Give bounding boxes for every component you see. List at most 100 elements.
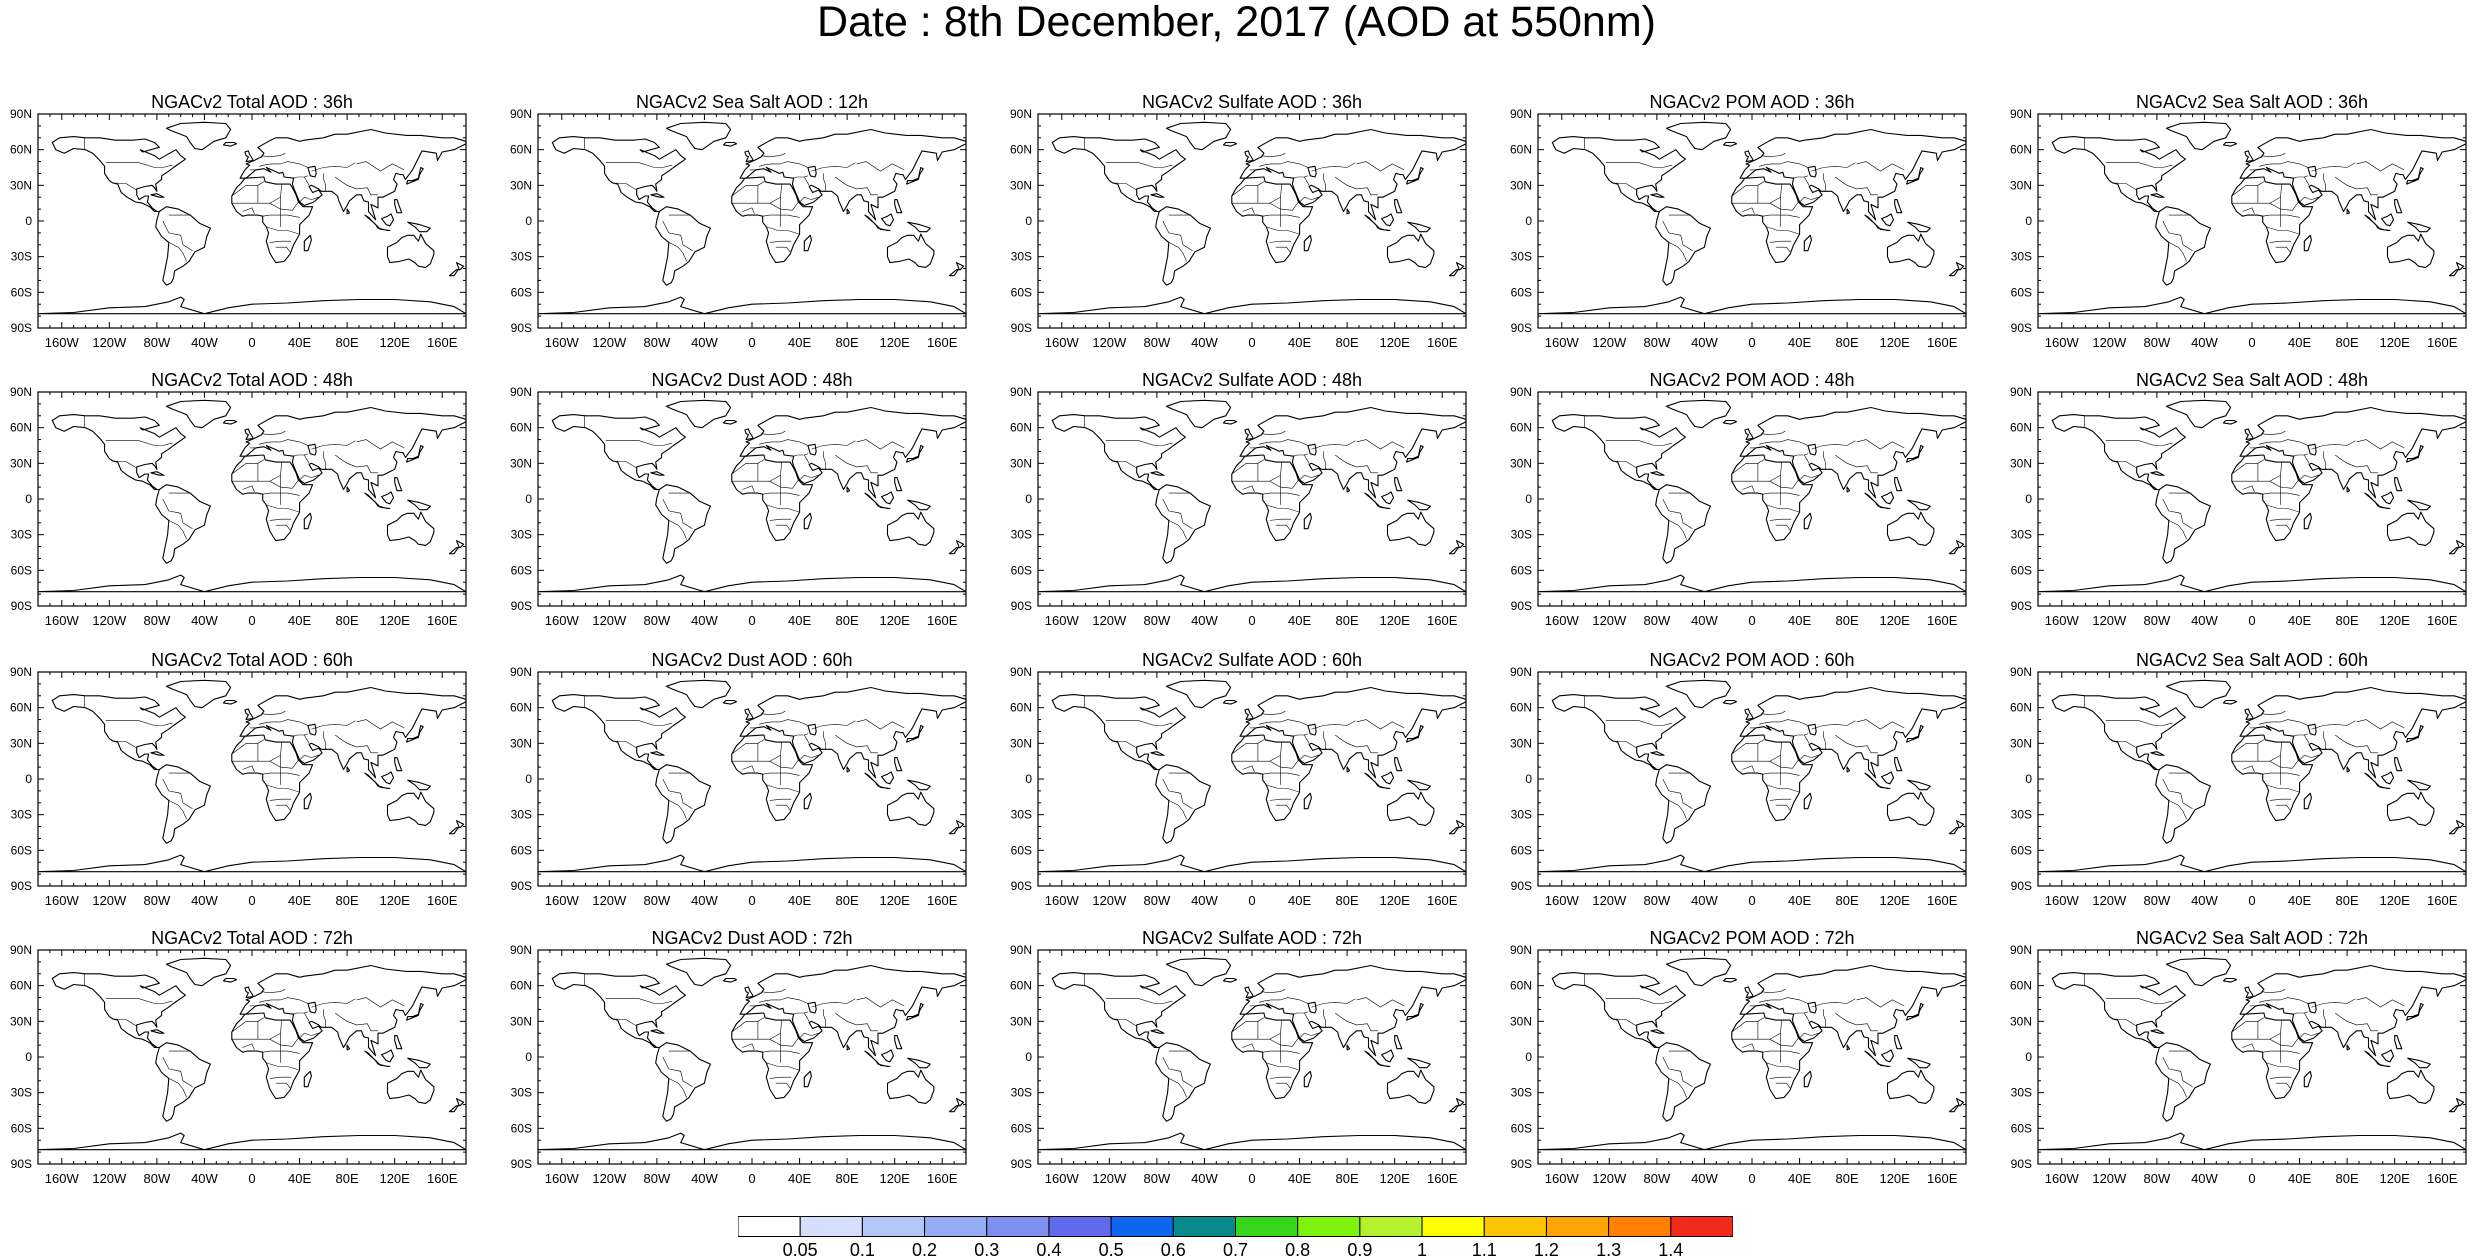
eurasia-borders	[322, 731, 327, 750]
africa-borders	[766, 784, 800, 793]
us-canada-border	[1605, 440, 1673, 446]
country-borders	[84, 695, 405, 820]
japan-outline	[2406, 444, 2424, 463]
iceland-outline	[722, 141, 738, 147]
africa-borders	[269, 240, 292, 243]
africa-borders	[275, 1082, 291, 1089]
lon-label: 160W	[2045, 893, 2080, 908]
map-frame	[1537, 949, 1967, 1165]
eurasia-borders	[2293, 733, 2308, 737]
caspian-outline	[1807, 1001, 1817, 1014]
eurasia-borders	[1804, 1012, 1810, 1022]
eurasia-borders	[799, 754, 819, 761]
iceland-outline	[722, 977, 738, 983]
lon-label: 160W	[2045, 1171, 2080, 1186]
us-canada-border	[105, 998, 173, 1004]
britain-outline	[1744, 708, 1754, 721]
sri-lanka-outline	[1846, 766, 1851, 773]
africa-borders	[266, 504, 300, 513]
eurasia-borders	[2280, 997, 2309, 1004]
lat-label: 60S	[511, 563, 532, 577]
lat-label: 60S	[11, 1121, 32, 1135]
australia-outline	[1886, 791, 1935, 826]
sri-lanka-outline	[1346, 208, 1351, 215]
lat-label: 90S	[511, 879, 532, 893]
lat-label: 90N	[2010, 107, 2032, 121]
main-title: Date : 8th December, 2017 (AOD at 550nm)	[817, 0, 1656, 46]
coastlines	[1037, 957, 1467, 1151]
us-canada-border	[605, 440, 673, 446]
world-map: 90N 60N 30N 0 30S 60S 90S 160W 120W 80W 40W 0 40E 80E…	[2010, 943, 2467, 1186]
madagascar-outline	[1303, 792, 1312, 810]
lon-label: 160W	[1045, 613, 1080, 628]
lat-label: 90S	[2011, 879, 2032, 893]
africa-borders	[1775, 524, 1791, 531]
south-america-outline	[1155, 1042, 1211, 1122]
antarctica-outline	[37, 1132, 467, 1151]
us-mexico-border	[112, 1018, 137, 1027]
cuba-outline	[1650, 471, 1665, 476]
britain-outline	[2244, 986, 2254, 999]
philippines-outline	[1894, 757, 1903, 772]
eurasia-borders	[856, 997, 905, 1008]
lon-label: 160W	[545, 893, 580, 908]
lon-label: 160E	[2427, 613, 2458, 628]
new-zealand-outline	[948, 540, 965, 555]
philippines-outline	[2394, 477, 2403, 492]
world-map: 90N 60N 30N 0 30S 60S 90S 160W 120W 80W 40W 0 40E 80E…	[510, 385, 967, 628]
eurasia-borders	[2322, 731, 2327, 750]
africa-borders	[731, 181, 765, 197]
north-america-outline	[1551, 972, 1686, 1049]
eurasia-outline	[1739, 964, 1967, 1057]
borneo-outline	[1381, 213, 1395, 227]
antarctica-outline	[1537, 574, 1967, 593]
lat-label: 30S	[1011, 528, 1032, 542]
caspian-outline	[2307, 1001, 2317, 1014]
sri-lanka-outline	[346, 766, 351, 773]
south-america-borders	[1668, 800, 1687, 820]
us-mexico-border	[112, 460, 137, 469]
lon-label: 0	[1248, 1171, 1255, 1186]
africa-borders	[2275, 1082, 2291, 1089]
eurasia-borders	[1322, 731, 1327, 750]
south-america-borders	[2168, 242, 2187, 262]
africa-outline	[2231, 176, 2314, 264]
africa-borders	[731, 739, 765, 755]
lon-label: 160E	[1927, 613, 1958, 628]
africa-borders	[769, 240, 792, 243]
new-zealand-outline	[1948, 1098, 1965, 1113]
south-america-borders	[162, 498, 193, 529]
world-map: 90N 60N 30N 0 30S 60S 90S 160W 120W 80W 40W 0 40E 80E…	[510, 943, 967, 1186]
lon-label: 160W	[1545, 613, 1580, 628]
africa-borders	[242, 765, 255, 773]
lon-label: 160E	[2427, 335, 2458, 350]
colorbar-swatch	[1421, 1216, 1485, 1237]
panel-title: NGACv2 Total AOD : 36h	[151, 92, 353, 112]
lon-label: 40E	[2288, 893, 2311, 908]
africa-borders	[1242, 765, 1255, 773]
lon-label: 80W	[644, 335, 671, 350]
lon-label: 120W	[2092, 335, 2127, 350]
lon-label: 0	[1748, 1171, 1755, 1186]
lat-label: 90S	[11, 1157, 32, 1171]
lon-label: 40E	[1288, 893, 1311, 908]
lat-label: 90N	[510, 943, 532, 957]
lon-label: 40W	[2191, 893, 2218, 908]
world-map: 90N 60N 30N 0 30S 60S 90S 160W 120W 80W 40W 0 40E 80E…	[10, 385, 467, 628]
south-america-borders	[1168, 242, 1187, 262]
new-guinea-outline	[1407, 221, 1431, 233]
us-canada-border	[605, 720, 673, 726]
eurasia-borders	[1856, 439, 1905, 450]
colorbar-label: 0.5	[1099, 1240, 1124, 1260]
eurasia-borders	[335, 176, 378, 196]
south-america-outline	[155, 484, 211, 564]
colorbar-label: 0.3	[974, 1240, 999, 1260]
colorbar-swatch	[1483, 1216, 1547, 1237]
colorbar-label: 0.2	[912, 1240, 937, 1260]
africa-borders	[269, 479, 299, 489]
us-canada-border	[1605, 720, 1673, 726]
eurasia-outline	[1239, 964, 1467, 1057]
cuba-outline	[2150, 1029, 2165, 1034]
country-borders	[584, 973, 905, 1098]
lat-label: 60N	[1510, 421, 1532, 435]
